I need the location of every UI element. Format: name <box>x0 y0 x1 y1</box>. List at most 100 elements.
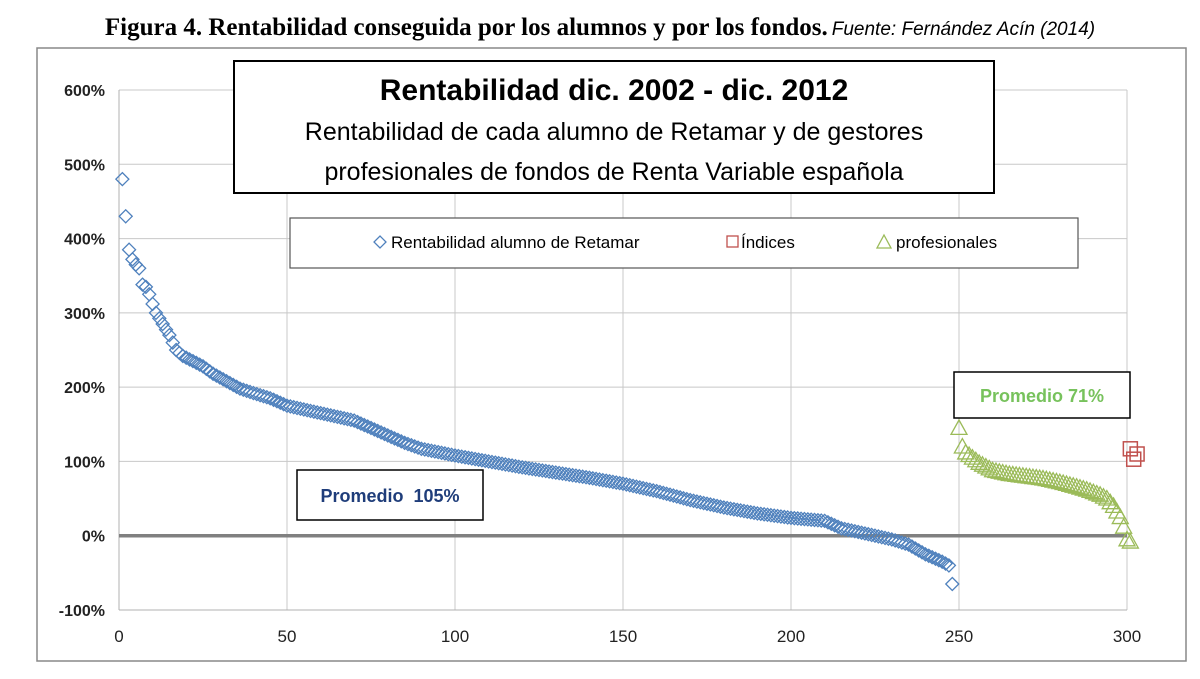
alumno-point <box>353 416 369 431</box>
alumno-point <box>776 509 792 525</box>
profesional-point <box>1097 489 1116 506</box>
legend-label-indices: Índices <box>741 233 795 252</box>
alumno-point <box>383 429 399 445</box>
profesional-point <box>1121 532 1140 549</box>
alumno-point <box>924 549 940 565</box>
y-tick-label: 0% <box>82 529 105 546</box>
x-tick-label: 150 <box>609 627 637 646</box>
y-tick-label: 100% <box>64 454 105 471</box>
alumno-point <box>272 395 288 411</box>
alumno-point <box>192 357 208 373</box>
alumno-point <box>212 370 228 385</box>
alumno-point <box>205 366 221 382</box>
alumno-point <box>790 511 806 526</box>
alumno-point <box>380 428 396 443</box>
alumno-point <box>219 373 234 389</box>
figure-caption: Figura 4. Rentabilidad conseguida por lo… <box>0 14 1200 42</box>
alumno-point <box>158 322 174 337</box>
alumno-point <box>222 375 238 391</box>
alumno-point <box>917 546 933 562</box>
alumno-point <box>360 419 376 434</box>
alumno-point <box>387 430 402 446</box>
profesional-point <box>1114 517 1133 534</box>
legend-square-icon <box>726 235 739 248</box>
alumno-point <box>934 554 950 570</box>
profesional-point <box>970 453 989 470</box>
alumno-point <box>786 510 802 526</box>
alumno-point <box>907 541 923 556</box>
alumno-point <box>921 548 937 564</box>
alumno-point <box>135 277 150 293</box>
alumno-point <box>827 517 843 533</box>
alumno-point <box>131 260 147 276</box>
profesional-point <box>1094 487 1113 504</box>
x-tick-label: 0 <box>114 627 123 646</box>
chart-title: Rentabilidad dic. 2002 - dic. 2012 <box>380 74 849 107</box>
profesional-point <box>1091 485 1110 502</box>
annotation-promedio-alumnos: Promedio 105% <box>296 469 484 521</box>
x-tick-label: 300 <box>1113 627 1141 646</box>
alumno-point <box>346 413 362 428</box>
chart-subtitle-line-1: Rentabilidad de cada alumno de Retamar y… <box>305 118 923 146</box>
legend: Rentabilidad alumno de Retamar Índices p… <box>289 217 1079 269</box>
alumno-point <box>820 514 836 530</box>
alumno-point <box>269 393 285 409</box>
alumno-point <box>229 379 245 395</box>
alumno-point <box>356 417 372 433</box>
alumno-point <box>938 556 953 571</box>
alumno-point <box>911 543 927 558</box>
y-tick-label: 200% <box>64 380 105 397</box>
annotation-promedio-profesionales: Promedio 71% <box>953 371 1131 419</box>
alumno-point <box>897 536 913 552</box>
figure-caption-title: Figura 4. Rentabilidad conseguida por lo… <box>104 14 828 41</box>
legend-label-profesionales: profesionales <box>896 233 997 252</box>
alumno-point <box>266 392 281 408</box>
alumno-point <box>793 511 809 527</box>
y-tick-label: 500% <box>64 157 105 174</box>
indice-point <box>1129 446 1145 462</box>
alumno-point <box>165 335 181 350</box>
alumno-point <box>155 316 171 332</box>
alumno-point <box>763 507 779 523</box>
alumno-point <box>944 576 960 592</box>
annotation-promedio-profesionales-text: Promedio 71% <box>980 386 1104 406</box>
alumno-point <box>753 506 769 522</box>
alumno-point <box>182 351 197 367</box>
alumno-point <box>749 506 765 521</box>
y-tick-label: -100% <box>59 603 105 620</box>
alumno-point <box>766 508 782 524</box>
alumno-point <box>904 539 920 554</box>
alumno-point <box>262 390 278 406</box>
chart-subtitle-line-2: profesionales de fondos de Renta Variabl… <box>324 158 903 186</box>
alumno-point <box>209 368 224 384</box>
alumno-point <box>185 353 201 369</box>
alumno-point <box>797 511 812 527</box>
profesional-point <box>949 418 969 436</box>
alumno-point <box>810 512 826 528</box>
indice-point <box>1125 451 1142 467</box>
x-tick-label: 250 <box>945 627 973 646</box>
annotation-promedio-alumnos-text: Promedio 105% <box>320 486 459 506</box>
profesional-point <box>973 455 992 472</box>
alumno-point <box>760 507 775 523</box>
alumno-point <box>377 426 392 442</box>
alumno-point <box>366 422 382 437</box>
profesional-point <box>966 450 985 468</box>
x-tick-label: 100 <box>441 627 469 646</box>
alumno-point <box>151 311 167 326</box>
alumno-point <box>817 513 833 529</box>
alumno-point <box>188 355 204 371</box>
alumno-point <box>931 552 947 568</box>
y-tick-label: 300% <box>64 306 105 323</box>
profesional-point <box>976 457 995 474</box>
alumno-point <box>138 279 154 295</box>
alumno-point <box>148 305 164 321</box>
legend-label-alumnos: Rentabilidad alumno de Retamar <box>391 233 640 252</box>
profesional-point <box>1101 492 1120 510</box>
alumno-point <box>780 510 796 525</box>
alumno-point <box>390 432 406 448</box>
alumno-point <box>215 371 231 387</box>
legend-diamond-icon <box>373 235 387 249</box>
alumno-point <box>928 551 943 567</box>
